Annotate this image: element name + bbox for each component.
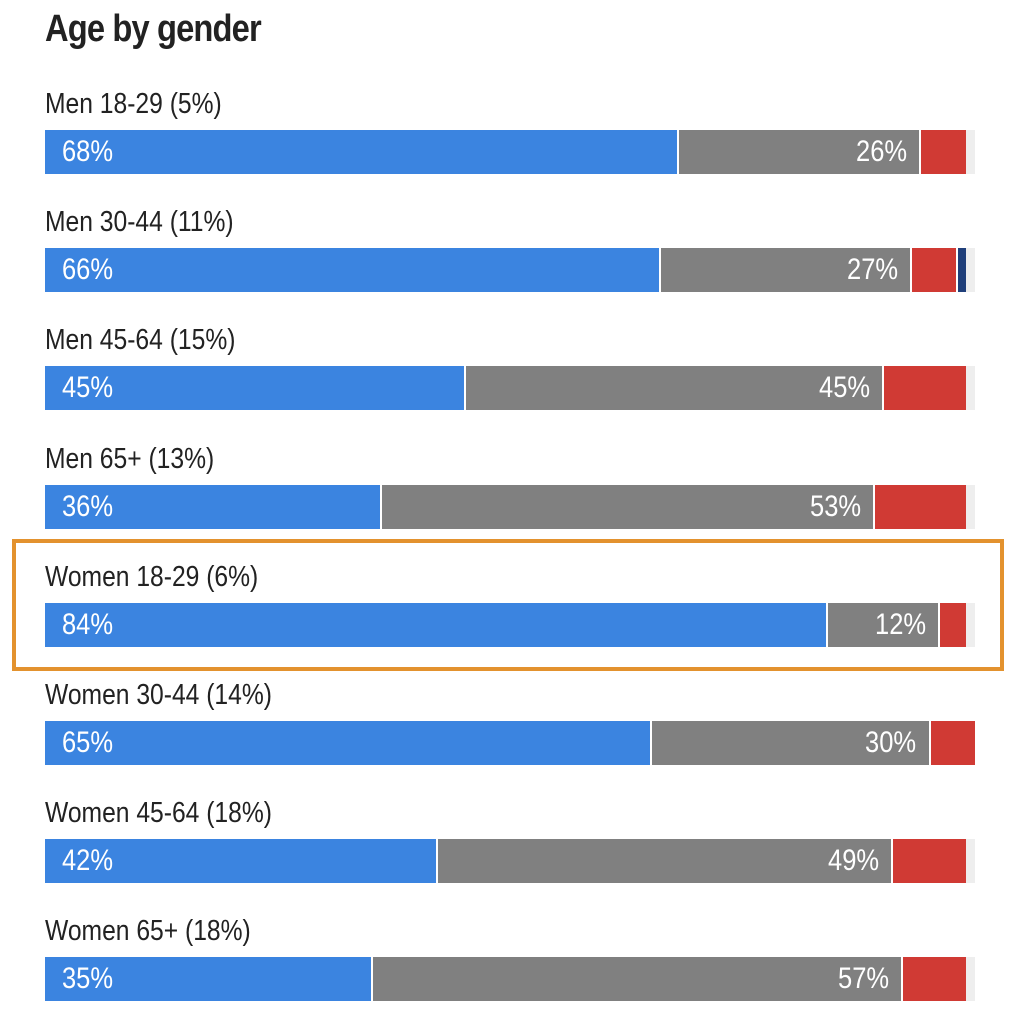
bar-row: Women 45-64 (18%) 42% 49% <box>0 797 1024 915</box>
data-label: 66% <box>62 253 114 287</box>
bar-segment-gray: 26% <box>677 130 920 174</box>
bar-row: Women 18-29 (6%) 84% 12% <box>0 561 1024 679</box>
bar-segment-blue: 66% <box>45 248 659 293</box>
bar-segment-red <box>919 130 966 174</box>
bar-row: Men 45-64 (15%) 45% 45% <box>0 324 1024 442</box>
stacked-bar: 42% 49% <box>45 839 975 884</box>
chart-title: Age by gender <box>45 8 262 50</box>
data-label: 45% <box>62 371 114 405</box>
bar-row: Women 65+ (18%) 35% 57% <box>0 915 1024 1033</box>
data-label: 49% <box>828 844 880 878</box>
bar-segment-red <box>900 957 966 1002</box>
bar-segment-blue: 35% <box>45 957 371 1002</box>
stacked-bar: 35% 57% <box>45 957 975 1002</box>
bar-segment-gray: 45% <box>463 366 882 411</box>
bar-row: Men 65+ (13%) 36% 53% <box>0 443 1024 561</box>
data-label: 27% <box>846 253 898 287</box>
bar-segment-dark-blue <box>956 248 966 293</box>
highlight-box <box>12 539 1004 671</box>
bar-segment-gray: 30% <box>649 721 929 765</box>
bar-segment-blue: 42% <box>45 839 436 884</box>
bar-segment-gray: 27% <box>658 248 910 293</box>
bar-segment-red <box>891 839 966 884</box>
bar-segment-red <box>882 366 966 411</box>
category-label: Men 30-44 (11%) <box>45 206 234 239</box>
category-label: Men 65+ (13%) <box>45 442 215 475</box>
bar-segment-red <box>928 721 975 765</box>
bar-segment-gray: 12% <box>826 602 938 647</box>
category-label: Women 65+ (18%) <box>45 915 251 948</box>
data-label: 68% <box>62 135 114 168</box>
data-label: 35% <box>62 962 114 996</box>
bar-segment-gray: 53% <box>379 484 873 529</box>
data-label: 42% <box>62 844 114 878</box>
data-label: 26% <box>856 135 908 168</box>
bar-segment-blue: 84% <box>45 602 827 647</box>
bar-segment-red <box>872 484 966 529</box>
data-label: 30% <box>865 726 917 759</box>
stacked-bar: 45% 45% <box>45 366 975 411</box>
stacked-bar: 65% 30% <box>45 721 975 765</box>
category-label: Women 18-29 (6%) <box>45 560 259 593</box>
category-label: Women 45-64 (18%) <box>45 797 272 830</box>
bar-row: Women 30-44 (14%) 65% 30% <box>0 679 1024 797</box>
bar-segment-blue: 45% <box>45 366 464 411</box>
bar-row: Men 18-29 (5%) 68% 26% <box>0 88 1024 206</box>
data-label: 65% <box>62 726 114 759</box>
bar-segment-gray: 49% <box>435 839 892 884</box>
bar-segment-red <box>909 248 957 293</box>
bar-segment-blue: 36% <box>45 484 380 529</box>
data-label: 53% <box>809 489 861 523</box>
stacked-bar: 84% 12% <box>45 602 975 647</box>
data-label: 36% <box>62 489 114 523</box>
category-label: Women 30-44 (14%) <box>45 679 272 711</box>
category-label: Men 45-64 (15%) <box>45 324 236 357</box>
bar-segment-red <box>937 602 966 647</box>
stacked-bar: 68% 26% <box>45 130 975 174</box>
bar-segment-gray: 57% <box>370 957 901 1002</box>
data-label: 45% <box>818 371 870 405</box>
data-label: 84% <box>62 607 114 641</box>
stacked-bar: 66% 27% <box>45 248 975 293</box>
category-label: Men 18-29 (5%) <box>45 88 222 120</box>
bar-segment-blue: 65% <box>45 721 650 765</box>
bar-segment-blue: 68% <box>45 130 678 174</box>
stacked-bar: 36% 53% <box>45 484 975 529</box>
data-label: 12% <box>874 607 926 641</box>
bar-row: Men 30-44 (11%) 66% 27% <box>0 206 1024 324</box>
data-label: 57% <box>837 962 889 996</box>
